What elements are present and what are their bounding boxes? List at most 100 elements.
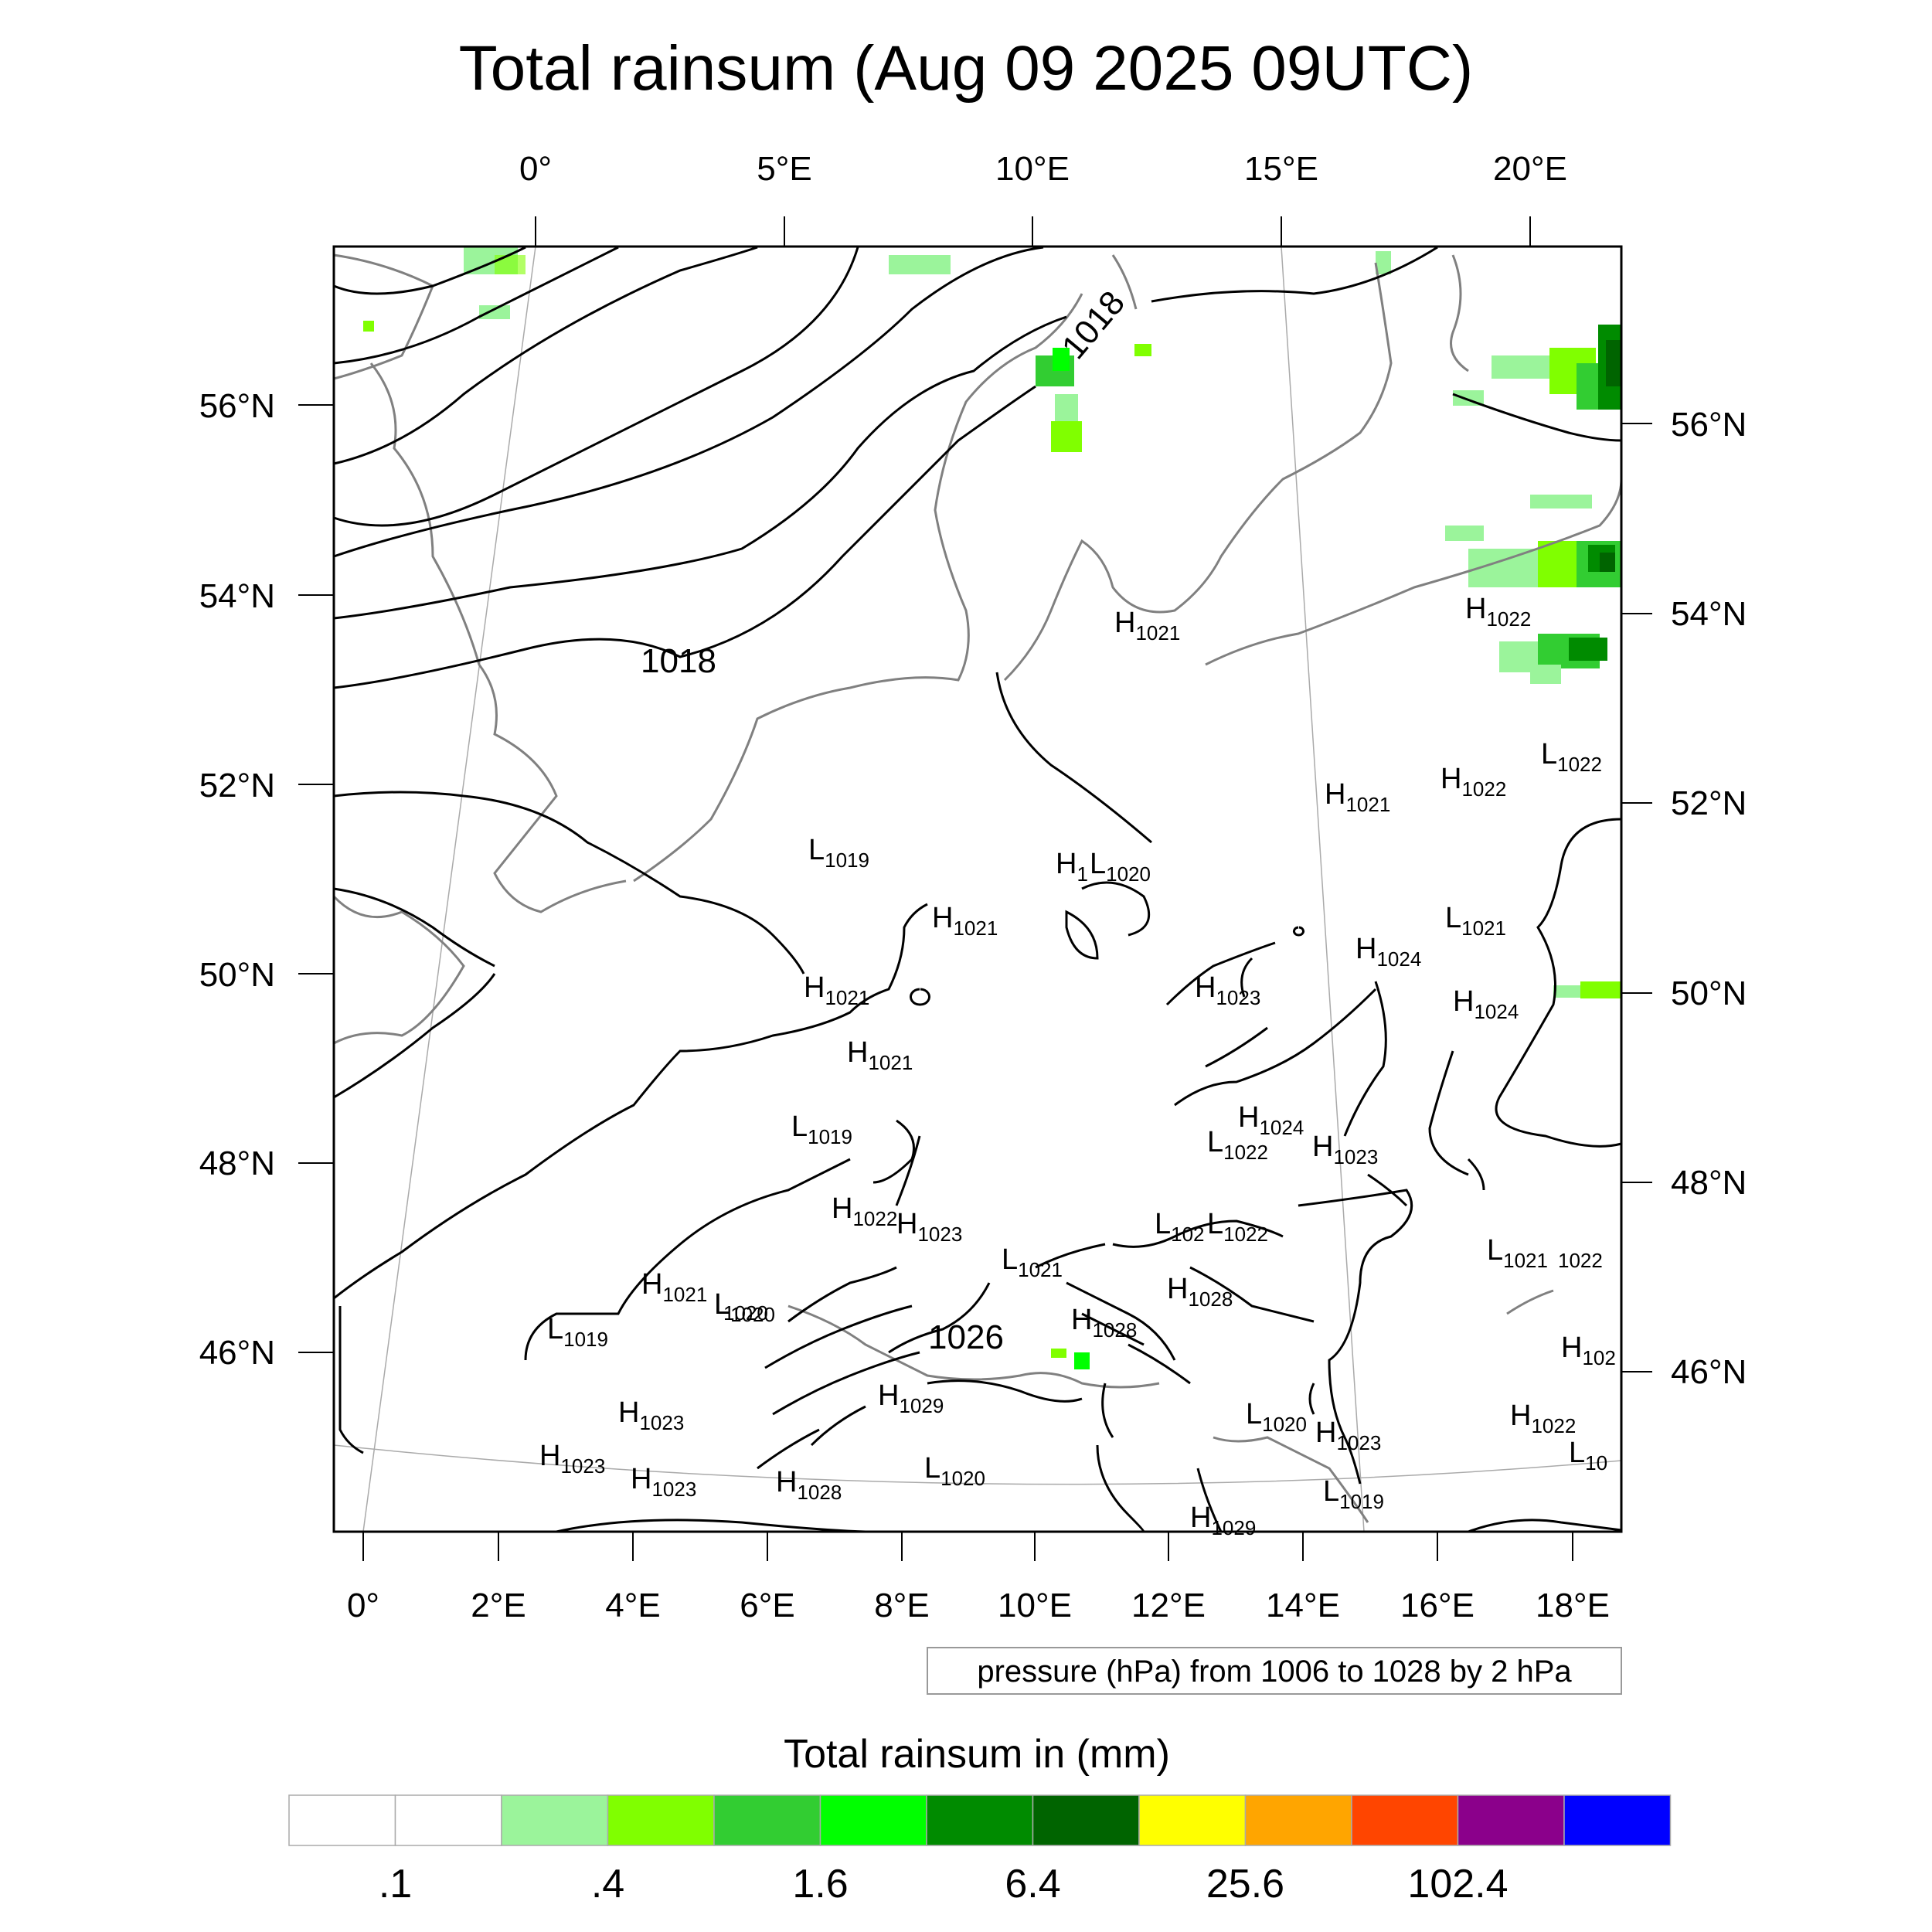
pressure-center-label: H1 (1056, 848, 1088, 886)
pressure-center-label: H1022 (1465, 593, 1531, 631)
pressure-center-label: H1023 (1195, 971, 1260, 1009)
right-lat-label: 56°N (1671, 406, 1747, 444)
pressure-center-label: L102 (1155, 1208, 1205, 1246)
colorbar-swatch (1351, 1794, 1459, 1846)
top-longitude-labels: 0° 5°E 10°E 15°E 20°E (519, 150, 1567, 188)
colorbar-swatch (1032, 1794, 1140, 1846)
right-latitude-labels: 56°N 54°N 52°N 50°N 48°N 46°N (1671, 406, 1747, 1391)
colorbar-swatch (288, 1794, 396, 1846)
pressure-center-label: L1020 (714, 1288, 775, 1326)
bottom-lon-label: 18°E (1536, 1587, 1610, 1624)
pressure-center-label: H1023 (896, 1208, 962, 1246)
bottom-lon-label: 0° (347, 1587, 379, 1624)
contour-label: 1018 (641, 642, 716, 680)
pressure-center-label: H1023 (539, 1440, 605, 1478)
pressure-center-label: H1022 (1440, 763, 1506, 801)
pressure-centers: H1021 H1022 L1022 H1022 H1021 L1019 H1 L… (539, 593, 1616, 1539)
colorbar-tick-label: .1 (379, 1862, 412, 1906)
pressure-center-label: H1021 (804, 971, 869, 1009)
pressure-center-label: H1022 (1510, 1400, 1576, 1437)
pressure-center-label: L1022 (1207, 1208, 1268, 1246)
left-latitude-labels: 56°N 54°N 52°N 50°N 48°N 46°N (199, 387, 275, 1372)
contour-label: 1026 (928, 1318, 1004, 1356)
pressure-center-label: L1019 (808, 834, 869, 872)
colorbar-swatch (713, 1794, 821, 1846)
pressure-center-label: H1029 (878, 1379, 944, 1417)
isobars (333, 246, 1622, 1533)
pressure-center-label: H1021 (932, 902, 998, 940)
pressure-center-label: H1028 (1167, 1273, 1233, 1311)
pressure-center-label: H1023 (631, 1463, 696, 1501)
pressure-center-label: H1028 (1071, 1304, 1137, 1342)
colorbar-tick-label: 1.6 (792, 1862, 848, 1906)
bottom-longitude-labels: 0° 2°E 4°E 6°E 8°E 10°E 12°E 14°E 16°E 1… (347, 1587, 1610, 1624)
contour-fragment-label: 1022 (1558, 1249, 1603, 1272)
right-lat-label: 48°N (1671, 1164, 1747, 1202)
pressure-center-label: H1023 (1312, 1131, 1378, 1168)
right-lat-label: 50°N (1671, 975, 1747, 1012)
bottom-lon-label: 2°E (471, 1587, 526, 1624)
left-lat-label: 46°N (199, 1334, 275, 1372)
pressure-center-label: L1022 (1541, 738, 1602, 776)
colorbar-swatch (1244, 1794, 1352, 1846)
contour-info-box: pressure (hPa) from 1006 to 1028 by 2 hP… (927, 1647, 1622, 1695)
pressure-center-label: L1020 (924, 1452, 985, 1490)
pressure-center-label: H1028 (776, 1466, 842, 1504)
pressure-center-label: L1021 (1445, 902, 1506, 940)
colorbar-swatch (1563, 1794, 1672, 1846)
graticule (333, 246, 1622, 1532)
colorbar-boxes (288, 1794, 1672, 1846)
pressure-center-label: H1021 (641, 1268, 707, 1306)
colorbar: Total rainsum in (mm) .1 .4 1.6 6.4 25.6 102.… (288, 1732, 1672, 1906)
pressure-center-label: L1020 (1246, 1398, 1307, 1436)
pressure-center-label: H1024 (1453, 985, 1519, 1023)
top-lon-label: 5°E (757, 150, 811, 188)
left-lat-label: 52°N (199, 767, 275, 804)
colorbar-tick-label: .4 (591, 1862, 624, 1906)
pressure-center-label: L1019 (547, 1313, 608, 1351)
contour-fragment-label: 1020 (723, 1301, 768, 1325)
colorbar-title: Total rainsum in (mm) (784, 1732, 1170, 1777)
colorbar-swatch (501, 1794, 609, 1846)
top-lon-label: 10°E (995, 150, 1070, 188)
top-lon-label: 15°E (1244, 150, 1318, 188)
colorbar-swatch (1138, 1794, 1247, 1846)
colorbar-swatch (926, 1794, 1034, 1846)
pressure-center-label: H1021 (1325, 778, 1390, 816)
axis-ticks (298, 216, 1652, 1561)
pressure-center-label: H1023 (1315, 1417, 1381, 1454)
map-area: 1018 1018 1026 H1021 H1022 L1022 H1022 H… (298, 216, 1652, 1561)
colorbar-swatch (607, 1794, 715, 1846)
pressure-center-label: H1021 (847, 1036, 913, 1074)
map-title: Total rainsum (Aug 09 2025 09UTC) (459, 33, 1474, 104)
left-lat-label: 54°N (199, 577, 275, 615)
pressure-center-label: L1020 (1090, 848, 1151, 886)
pressure-center-label: L1021 (1487, 1234, 1548, 1272)
pressure-center-label: L1021 (1002, 1243, 1063, 1281)
colorbar-labels: .1 .4 1.6 6.4 25.6 102.4 (379, 1862, 1509, 1906)
top-lon-label: 20°E (1493, 150, 1567, 188)
bottom-lon-label: 6°E (740, 1587, 794, 1624)
colorbar-swatch (394, 1794, 502, 1846)
colorbar-tick-label: 25.6 (1206, 1862, 1284, 1906)
colorbar-tick-label: 102.4 (1407, 1862, 1508, 1906)
pressure-center-label: L1022 (1207, 1126, 1268, 1164)
pressure-center-label: H1029 (1190, 1502, 1256, 1539)
map-frame (332, 245, 1623, 1533)
colorbar-tick-label: 6.4 (1005, 1862, 1060, 1906)
pressure-center-label: L1019 (1323, 1475, 1384, 1513)
bottom-lon-label: 12°E (1131, 1587, 1206, 1624)
pressure-center-label: H1022 (832, 1192, 897, 1230)
coastlines (332, 253, 1623, 1523)
pressure-center-label: H102 (1561, 1332, 1616, 1369)
right-lat-label: 52°N (1671, 784, 1747, 822)
pressure-center-label: H1024 (1238, 1101, 1304, 1139)
left-lat-label: 56°N (199, 387, 275, 425)
bottom-lon-label: 8°E (874, 1587, 929, 1624)
pressure-center-label: L10 (1569, 1437, 1607, 1475)
bottom-lon-label: 4°E (605, 1587, 660, 1624)
bottom-lon-label: 10°E (998, 1587, 1072, 1624)
pressure-center-label: H1024 (1355, 933, 1421, 971)
top-lon-label: 0° (519, 150, 552, 188)
